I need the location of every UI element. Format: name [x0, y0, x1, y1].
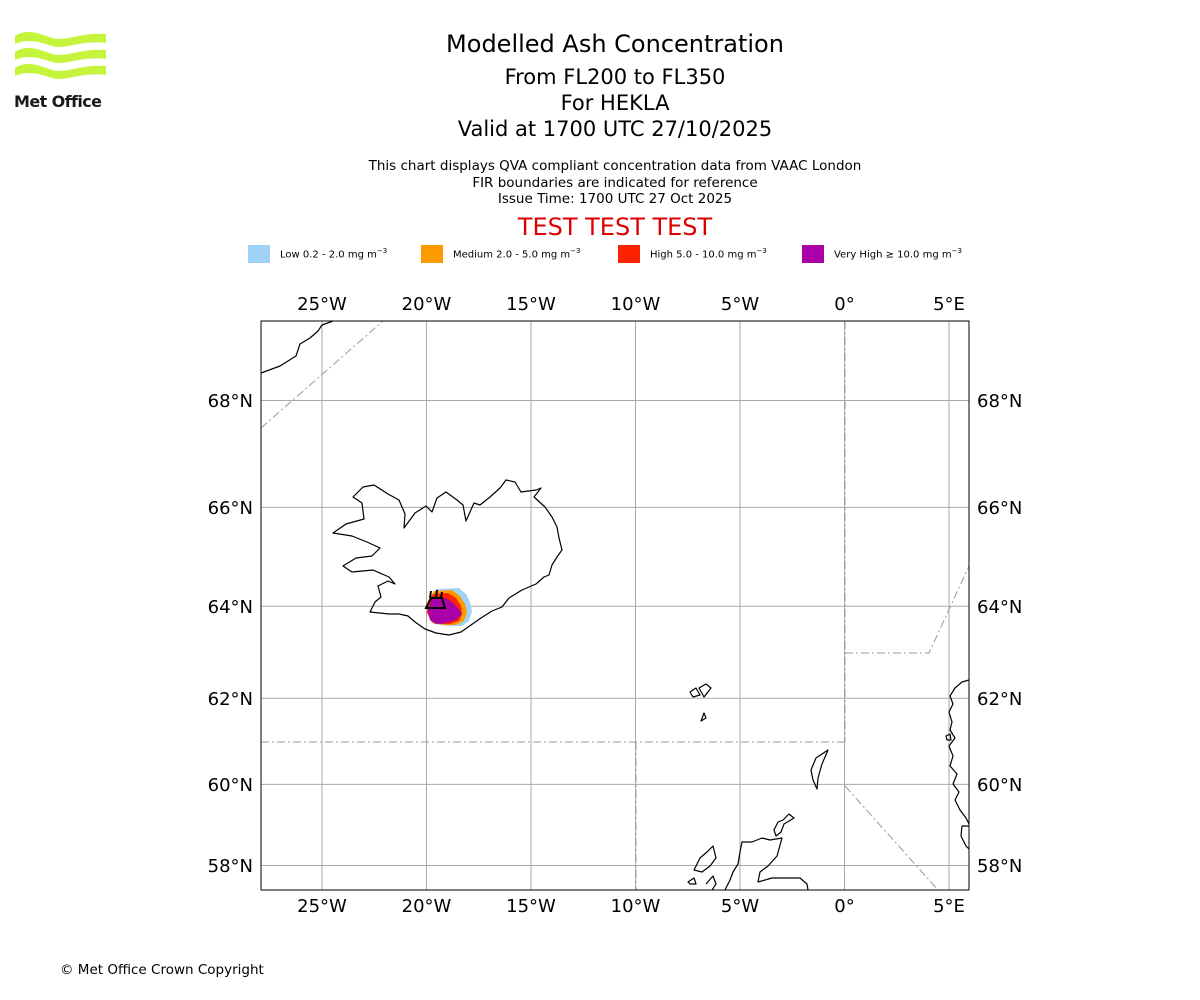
legend-swatch-high [618, 245, 640, 263]
test-banner: TEST TEST TEST [517, 213, 713, 241]
met-office-logo: Met Office [14, 30, 110, 112]
fir-boundaries [261, 321, 969, 890]
legend-unit-medium: −3 [570, 247, 581, 256]
coast-norway [948, 679, 969, 825]
legend: Low 0.2 - 2.0 mg m−3 Medium 2.0 - 5.0 mg… [0, 244, 1200, 264]
chart-title: Modelled Ash Concentration [446, 30, 784, 58]
lon-tick-label-top: 20°W [402, 294, 452, 315]
lon-tick-label-top: 25°W [297, 294, 347, 315]
legend-label-low: Low 0.2 - 2.0 mg m [280, 249, 377, 261]
chart-subtitle: From FL200 to FL350 For HEKLA Valid at 1… [0, 64, 1200, 142]
legend-swatch-low [248, 245, 270, 263]
info-line-qva: This chart displays QVA compliant concen… [368, 158, 862, 174]
coast-outer-hebrides [693, 845, 717, 873]
ash-cloud [424, 588, 472, 626]
coast-faroe-b [698, 683, 712, 698]
lon-tick-label-top: 0° [834, 294, 854, 315]
legend-item-high: High 5.0 - 10.0 mg m−3 [618, 244, 767, 264]
lon-tick-label-top: 10°W [611, 294, 661, 315]
subtitle-valid-time: Valid at 1700 UTC 27/10/2025 [457, 117, 773, 141]
logo-wordmark: Met Office [14, 92, 102, 111]
fir-boundary-north-sea [844, 785, 939, 890]
legend-label-high: High 5.0 - 10.0 mg m [650, 249, 757, 261]
legend-label-medium: Medium 2.0 - 5.0 mg m [453, 249, 571, 261]
lon-tick-label-top: 5°W [721, 294, 759, 315]
legend-item-very-high: Very High ≥ 10.0 mg m−3 [802, 244, 962, 264]
hekla-volcano-marker [424, 589, 447, 609]
ash-very-high [428, 598, 462, 624]
coast-norway-south [960, 825, 969, 850]
lat-tick-label-left: 60°N [208, 775, 253, 796]
coast-greenland [261, 321, 334, 374]
legend-swatch-medium [421, 245, 443, 263]
lon-tick-label-bottom: 5°W [721, 896, 759, 917]
lat-tick-label-right: 58°N [977, 856, 1022, 877]
lat-tick-label-right: 62°N [977, 689, 1022, 710]
copyright-notice: © Met Office Crown Copyright [60, 962, 264, 978]
coast-iceland [332, 479, 563, 636]
fir-boundary-greenland [261, 321, 384, 429]
map-frame [260, 320, 970, 891]
legend-unit-low: −3 [376, 247, 388, 256]
lat-tick-label-left: 66°N [208, 498, 253, 519]
coast-scotland [724, 837, 809, 890]
lat-tick-label-left: 62°N [208, 689, 253, 710]
lon-tick-label-top: 5°E [933, 294, 965, 315]
legend-item-medium: Medium 2.0 - 5.0 mg m−3 [421, 244, 580, 264]
graticule [261, 321, 969, 890]
subtitle-flight-levels: From FL200 to FL350 [504, 65, 726, 89]
axis-tick-labels: 25°W 25°W 20°W 20°W 15°W 15°W 10°W 10°W 5°W 5°W 0°… [208, 294, 1023, 917]
lon-tick-label-bottom: 0° [834, 896, 854, 917]
lat-tick-label-right: 68°N [977, 391, 1022, 412]
fir-boundary-norway [845, 565, 969, 654]
legend-swatch-very-high [802, 245, 824, 263]
coast-islay [687, 877, 697, 885]
lon-tick-label-bottom: 20°W [402, 896, 452, 917]
coast-faroe-c [700, 712, 707, 722]
lat-tick-label-left: 58°N [208, 856, 253, 877]
lat-tick-label-right: 60°N [977, 775, 1022, 796]
coast-shetland [810, 749, 829, 790]
legend-unit-very-high: −3 [951, 247, 962, 256]
coast-skye [705, 875, 717, 890]
lat-tick-label-left: 64°N [208, 597, 253, 618]
coast-orkney [773, 813, 795, 837]
lat-tick-label-right: 64°N [977, 597, 1022, 618]
lon-tick-label-bottom: 5°E [933, 896, 965, 917]
lon-tick-label-bottom: 10°W [611, 896, 661, 917]
subtitle-volcano: For HEKLA [560, 91, 670, 115]
coastlines [261, 321, 969, 890]
legend-item-low: Low 0.2 - 2.0 mg m−3 [248, 244, 387, 264]
chart-info: This chart displays QVA compliant concen… [0, 158, 1200, 208]
lon-tick-label-bottom: 15°W [506, 896, 556, 917]
coast-norway-islands [945, 733, 952, 741]
legend-unit-high: −3 [756, 247, 767, 256]
met-office-waves-icon [15, 32, 106, 79]
info-line-fir: FIR boundaries are indicated for referen… [472, 174, 758, 191]
lon-tick-label-bottom: 25°W [297, 896, 347, 917]
coast-faroe-a [689, 687, 701, 698]
lat-tick-label-right: 66°N [977, 498, 1022, 519]
info-line-issue-time: Issue Time: 1700 UTC 27 Oct 2025 [497, 191, 733, 207]
lon-tick-label-top: 15°W [506, 294, 556, 315]
legend-label-very-high: Very High ≥ 10.0 mg m [834, 249, 952, 261]
lat-tick-label-left: 68°N [208, 391, 253, 412]
